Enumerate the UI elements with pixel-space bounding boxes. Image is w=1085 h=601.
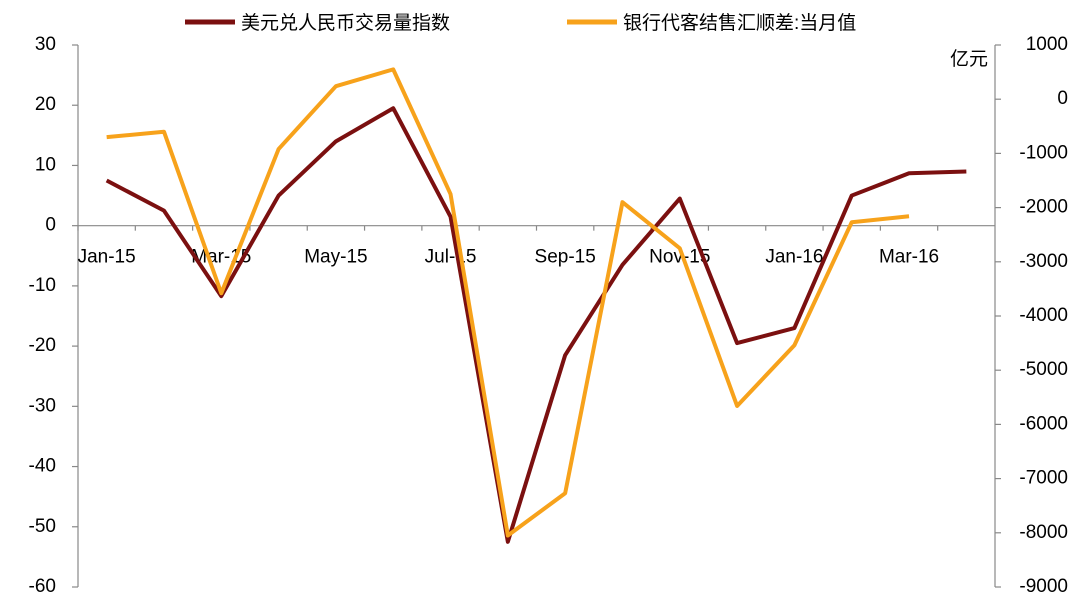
y2-tick-label: 1000 <box>1026 34 1068 55</box>
y-tick-label: -50 <box>29 516 56 537</box>
y2-tick-label: 0 <box>1057 88 1068 109</box>
series-line <box>105 106 967 544</box>
y-tick-label: 20 <box>35 94 56 115</box>
legend-label: 美元兑人民币交易量指数 <box>241 12 450 34</box>
y-tick-label: -30 <box>29 395 56 416</box>
x-tick-label: Jul-15 <box>425 247 477 268</box>
x-tick-label: Jan-15 <box>78 247 136 268</box>
y-tick-label: -40 <box>29 456 56 477</box>
x-tick-label: Nov-15 <box>649 247 710 268</box>
y-tick-label: -10 <box>29 275 56 296</box>
y2-tick-label: -8000 <box>1019 522 1068 543</box>
y2-tick-label: -1000 <box>1019 142 1068 163</box>
y2-tick-label: -6000 <box>1019 413 1068 434</box>
legend-label: 银行代客结售汇顺差:当月值 <box>623 12 856 34</box>
x-tick-label: Mar-16 <box>879 247 939 268</box>
x-tick-label: Jan-16 <box>765 247 823 268</box>
y-tick-label: -20 <box>29 335 56 356</box>
y2-tick-label: -3000 <box>1019 251 1068 272</box>
y2-tick-label: -5000 <box>1019 359 1068 380</box>
y-tick-label: -60 <box>29 576 56 597</box>
y2-tick-label: -7000 <box>1019 468 1068 489</box>
x-tick-label: Sep-15 <box>535 247 596 268</box>
y-tick-label: 0 <box>45 215 56 236</box>
y-tick-label: 30 <box>35 34 56 55</box>
y2-tick-label: -4000 <box>1019 305 1068 326</box>
y-tick-label: 10 <box>35 154 56 175</box>
x-tick-label: May-15 <box>304 247 367 268</box>
y2-tick-label: -9000 <box>1019 576 1068 597</box>
series-line <box>106 67 910 538</box>
y2-unit-label: 亿元 <box>950 48 988 70</box>
y2-tick-label: -2000 <box>1019 197 1068 218</box>
